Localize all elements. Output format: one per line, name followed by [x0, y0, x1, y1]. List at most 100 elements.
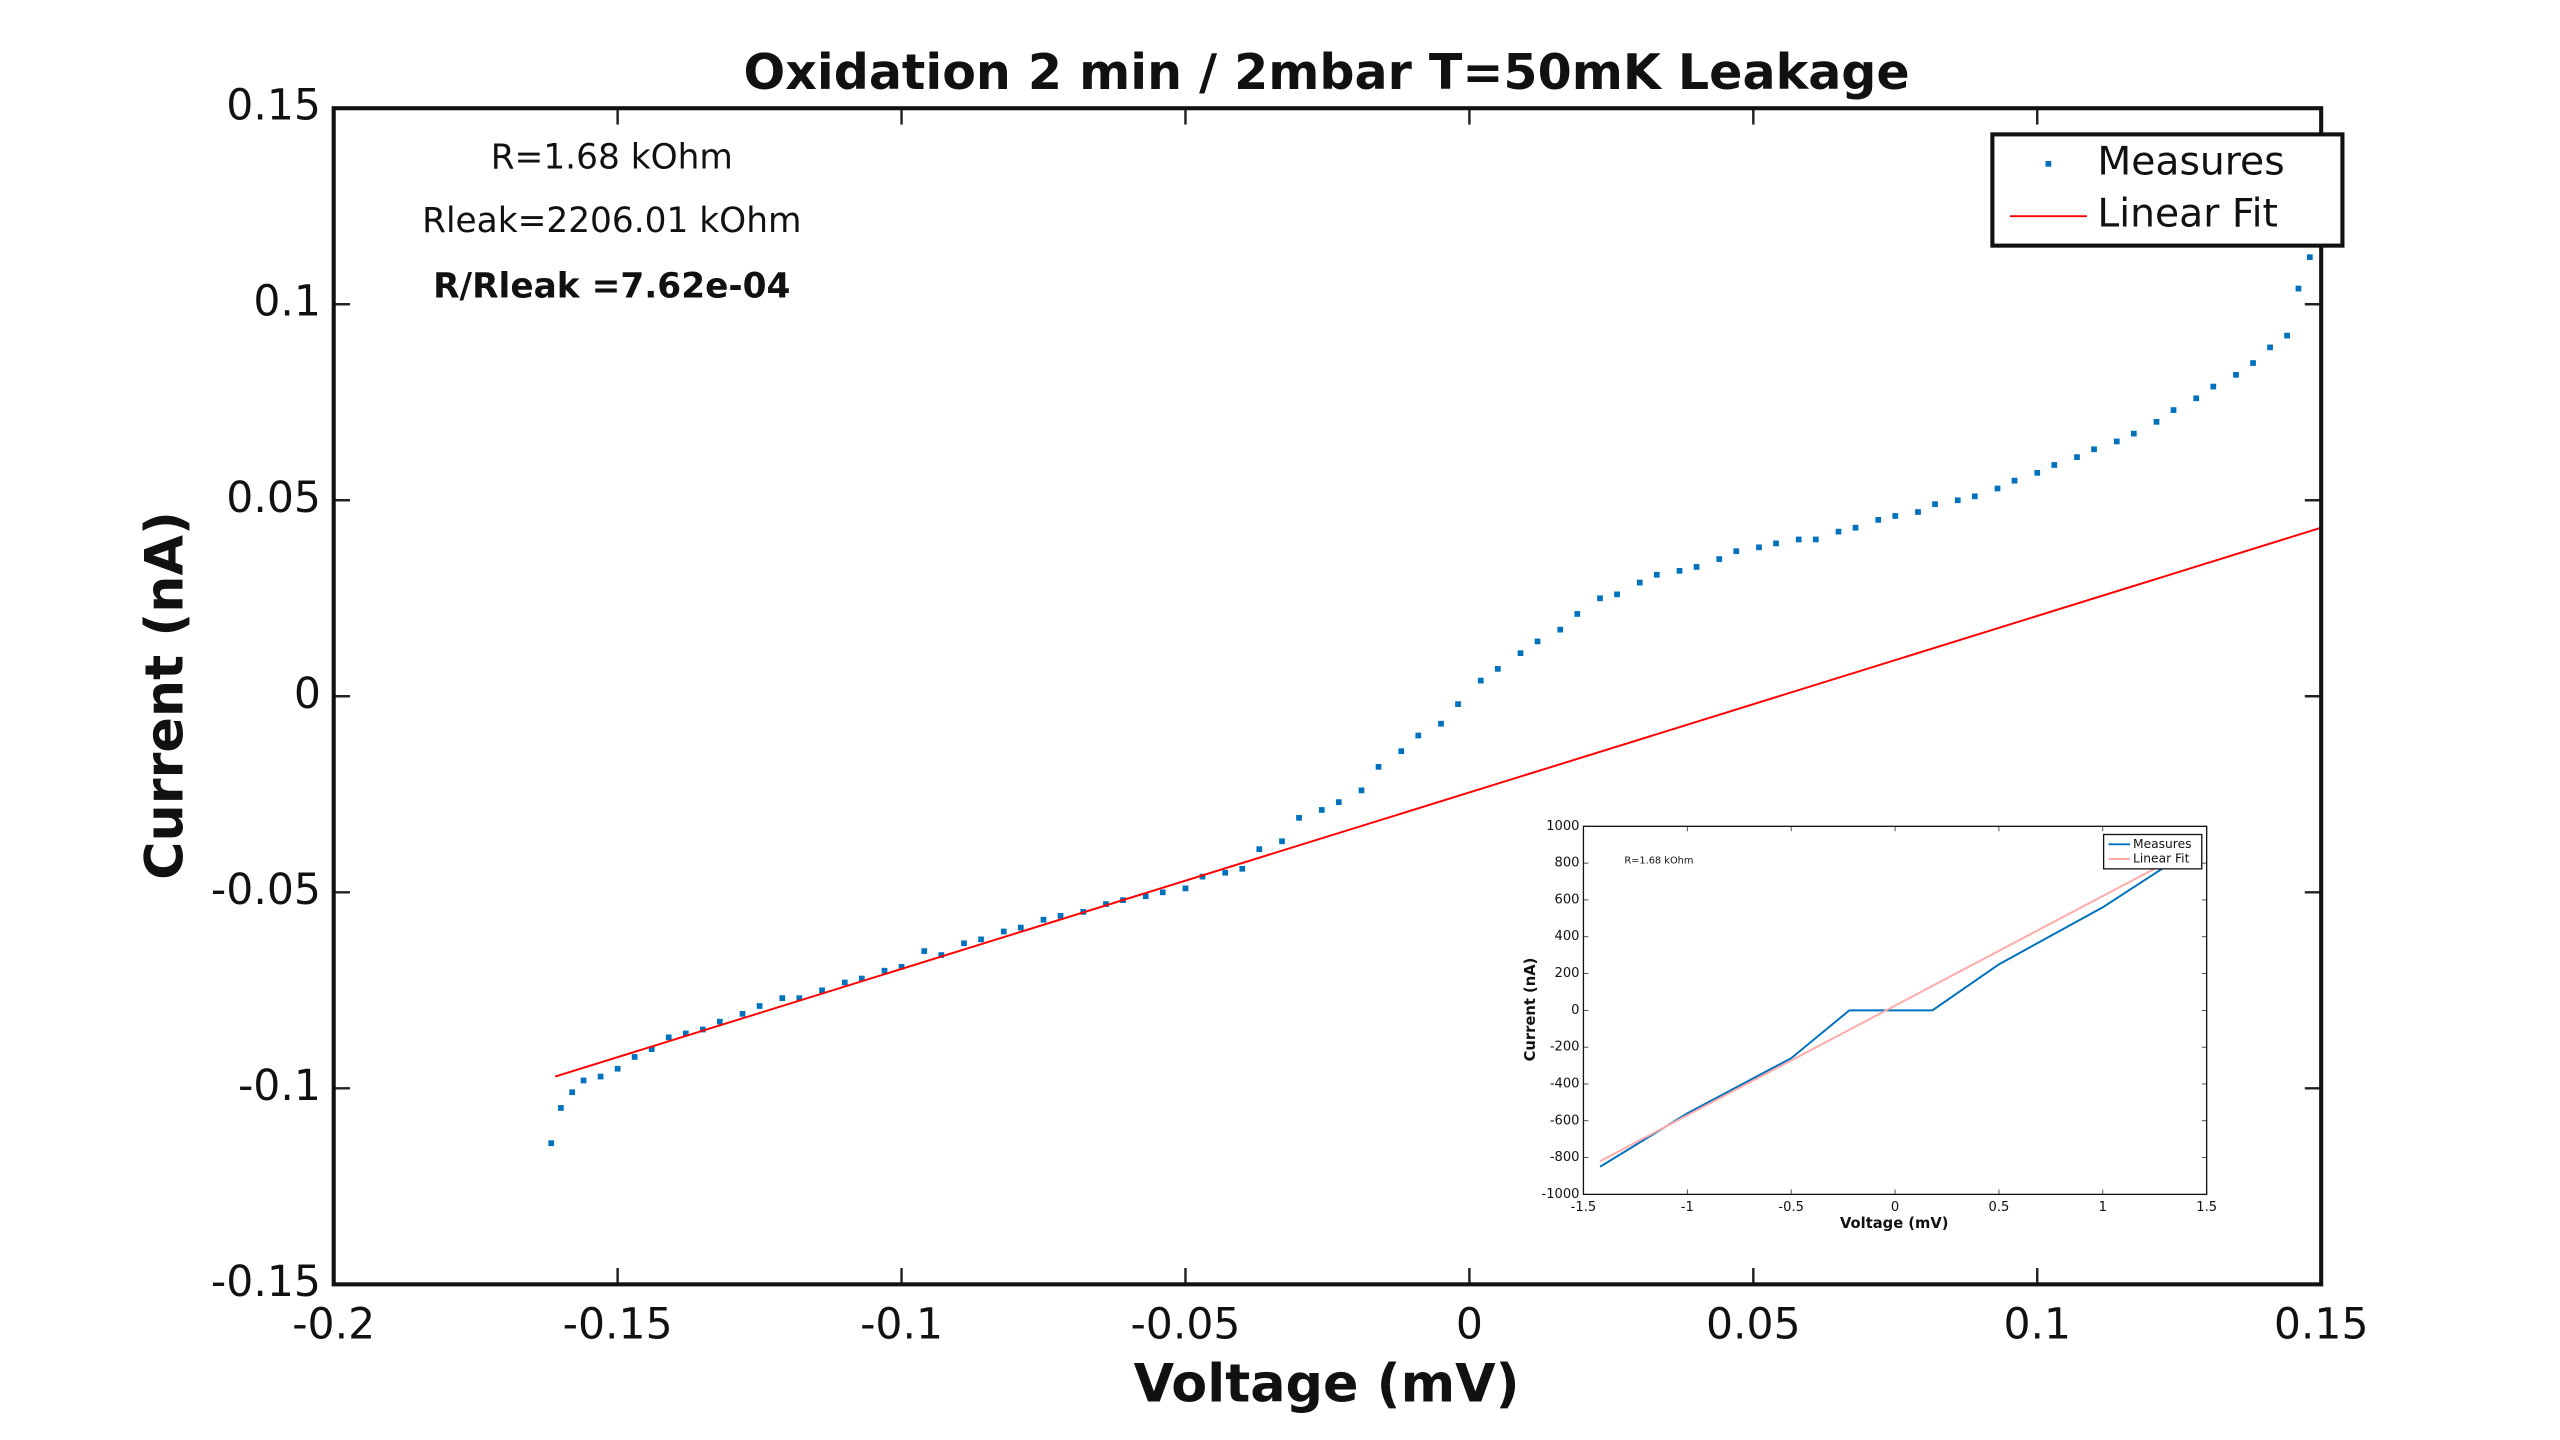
data-point [557, 1105, 564, 1111]
data-point [1852, 524, 1859, 531]
y-tick-label: -0.15 [211, 1258, 321, 1307]
data-point [1971, 493, 1978, 500]
data-point [1994, 485, 2001, 492]
data-point [1812, 536, 1819, 543]
x-tick-label: 0 [1456, 1300, 1483, 1349]
plot-frame [331, 106, 2324, 1287]
data-point [1892, 513, 1899, 519]
data-point [938, 952, 945, 958]
data-point [2306, 254, 2313, 261]
y-tick-label: -400 [1550, 1076, 1580, 1091]
chart: -1.5 -1 -0.5 0 0.5 1 1.5 -1000 -800 -600 -400 -200 0… [1522, 819, 2217, 1232]
data-point [1256, 846, 1263, 853]
legend-label: Linear Fit [2097, 192, 2277, 237]
data-point [1057, 912, 1064, 919]
y-tick-label: -1000 [1541, 1187, 1579, 1202]
data-point [898, 963, 905, 970]
plot-frame [1582, 825, 2208, 1196]
x-tick-label: 0.1 [2003, 1300, 2071, 1349]
y-tick-label: 0.05 [226, 474, 321, 523]
y-tick-label: 600 [1555, 892, 1580, 907]
y-tick-label: -800 [1550, 1150, 1580, 1165]
data-point [1773, 540, 1779, 547]
y-axis-label: Current (nA) [1522, 958, 1539, 1062]
data-point [2210, 383, 2217, 390]
data-point [580, 1077, 587, 1084]
data-point [1795, 536, 1802, 543]
data-point [1875, 516, 1882, 523]
x-tick-label: 0.05 [1706, 1300, 1801, 1349]
x-tick-label: -0.15 [563, 1300, 673, 1349]
data-point [1614, 591, 1620, 598]
data-point [1159, 889, 1166, 896]
data-point [1182, 885, 1189, 892]
data-point [2074, 454, 2080, 460]
annotation: Rleak=2206.01 kOhm [422, 201, 801, 241]
data-point [1222, 869, 1229, 876]
y-tick-label: -600 [1550, 1113, 1580, 1128]
x-tick-label: 1 [2099, 1200, 2107, 1215]
y-tick-label: -0.05 [211, 866, 321, 915]
data-point [2170, 407, 2177, 413]
y-tick-label: 0.15 [226, 82, 321, 131]
data-point [2233, 371, 2239, 378]
y-tick-label: -0.1 [238, 1062, 321, 1111]
data-point [1375, 763, 1382, 770]
data-point [2034, 469, 2041, 476]
y-tick-label: 0 [1571, 1003, 1579, 1018]
y-tick-label: 800 [1555, 856, 1580, 871]
data-point [1239, 865, 1246, 872]
y-tick-label: 400 [1555, 929, 1580, 944]
data-point [716, 1018, 723, 1025]
data-point [1557, 626, 1564, 633]
data-point [2295, 285, 2302, 292]
y-axis-label: Current (nA) [134, 511, 195, 880]
data-point [1915, 509, 1921, 515]
data-point [961, 940, 967, 947]
annotation: R=1.68 kOhm [1624, 856, 1693, 867]
data-point [1040, 916, 1047, 923]
data-point [1455, 701, 1461, 707]
legend-box [1990, 132, 2345, 248]
data-point [1142, 893, 1149, 900]
series-line [554, 526, 2322, 1078]
x-tick-label: 1.5 [2196, 1200, 2217, 1215]
data-point [1335, 799, 1342, 805]
data-point [921, 948, 928, 954]
data-point [1398, 748, 1405, 755]
data-point [779, 995, 786, 1002]
data-point [1835, 528, 1842, 535]
y-tick-label: -200 [1550, 1040, 1580, 1055]
data-point [2250, 360, 2256, 366]
data-point [2267, 344, 2273, 351]
data-point [1415, 732, 1422, 739]
x-tick-label: 0.15 [2274, 1300, 2369, 1349]
x-axis-label: Voltage (mV) [1840, 1215, 1949, 1232]
data-point [1676, 567, 1683, 574]
x-axis-label: Voltage (mV) [1134, 1353, 1520, 1414]
x-tick-label: -0.5 [1778, 1200, 1804, 1215]
data-point [648, 1046, 655, 1052]
data-point [1954, 497, 1961, 504]
data-point [2051, 462, 2058, 468]
data-point [841, 979, 848, 986]
x-tick-label: -1 [1681, 1200, 1694, 1215]
legend-label: Linear Fit [2133, 852, 2190, 866]
x-tick-label: 0.5 [1989, 1200, 2010, 1215]
data-point [1653, 571, 1660, 578]
series-line [1599, 865, 2166, 1168]
data-point [1494, 665, 1501, 672]
data-point [739, 1010, 746, 1017]
data-point [1597, 595, 1603, 602]
data-point [1017, 924, 1024, 931]
chart-title: Oxidation 2 min / 2mbar T=50mK Leakage [744, 43, 1910, 101]
data-point [1733, 548, 1740, 555]
data-point [2130, 430, 2137, 437]
legend-label: Measures [2097, 139, 2284, 184]
data-point [1636, 579, 1643, 586]
data-point [1693, 564, 1700, 570]
data-point [1279, 838, 1285, 845]
data-point [597, 1073, 604, 1080]
